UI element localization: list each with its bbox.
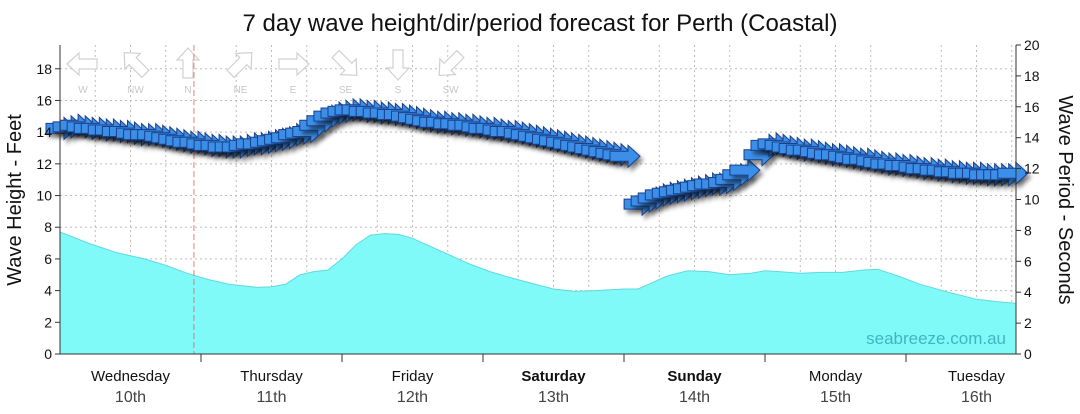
legend-arrow-icon [278,51,310,77]
legend-arrow-icon [175,47,201,79]
legend-arrow-icon [123,52,150,79]
right-tick-label: 2 [1024,315,1032,331]
right-tick-label: 18 [1024,68,1040,84]
legend-direction-label: N [184,85,191,96]
day-number-label: 14th [679,389,710,406]
chart-title: 7 day wave height/dir/period forecast fo… [243,10,838,37]
left-tick-label: 16 [36,92,52,108]
right-tick-label: 10 [1024,192,1040,208]
left-tick-label: 4 [44,283,52,299]
left-tick-label: 6 [44,251,52,267]
left-axis-title: Wave Height - Feet [4,114,26,286]
right-tick-label: 8 [1024,222,1032,238]
legend-arrow-icon [438,49,465,76]
left-tick-label: 14 [36,124,52,140]
legend-arrow-icon [66,51,98,77]
left-tick-label: 10 [36,188,52,204]
day-name-label: Sunday [667,368,722,385]
day-name-label: Monday [809,368,863,385]
wave-height-area [59,231,1017,355]
day-number-label: 15th [820,389,851,406]
legend-arrow-icon [331,49,358,76]
day-number-label: 10th [115,389,146,406]
direction-legend: W NW N NE E SE S SW [66,45,478,105]
axes: 0 2 4 6 8 10 12 14 16 18 0 2 4 6 8 10 12 14 16 18 20 Wednesda… [36,37,1039,406]
wave-height-area-group [59,231,1017,355]
legend-direction-label: NW [127,85,144,96]
right-tick-label: 0 [1024,346,1032,362]
day-name-label: Friday [392,368,434,385]
watermark: seabreeze.com.au [866,329,1006,348]
right-tick-label: 4 [1024,284,1032,300]
day-number-label: 11th [257,389,287,406]
right-tick-label: 20 [1024,37,1040,53]
left-tick-label: 12 [36,156,52,172]
wave-period-arrows [45,97,1029,217]
right-tick-label: 14 [1024,130,1040,146]
day-name-label: Thursday [240,368,303,385]
legend-direction-label: SE [339,85,353,96]
day-name-label: Tuesday [948,368,1005,385]
day-number-label: 12th [397,389,428,406]
legend-direction-label: NE [234,85,248,96]
day-number-label: 13th [538,389,569,406]
wave-arrow [609,144,641,169]
legend-direction-label: W [78,85,88,96]
left-tick-label: 0 [44,346,52,362]
wave-arrow [729,157,761,183]
left-tick-label: 8 [44,219,52,235]
day-number-label: 16th [961,389,992,406]
day-name-label: Saturday [521,368,586,385]
day-name-label: Wednesday [91,368,170,385]
legend-arrow-icon [226,52,253,79]
right-tick-label: 16 [1024,99,1040,115]
legend-direction-label: SW [442,85,459,96]
left-tick-label: 18 [36,61,52,77]
legend-arrow-icon [385,49,411,81]
legend-direction-label: S [395,85,402,96]
right-tick-label: 6 [1024,253,1032,269]
legend-direction-label: E [290,85,297,96]
right-tick-label: 12 [1024,161,1040,177]
right-axis-title: Wave Period - Seconds [1054,95,1076,304]
left-tick-label: 2 [44,314,52,330]
